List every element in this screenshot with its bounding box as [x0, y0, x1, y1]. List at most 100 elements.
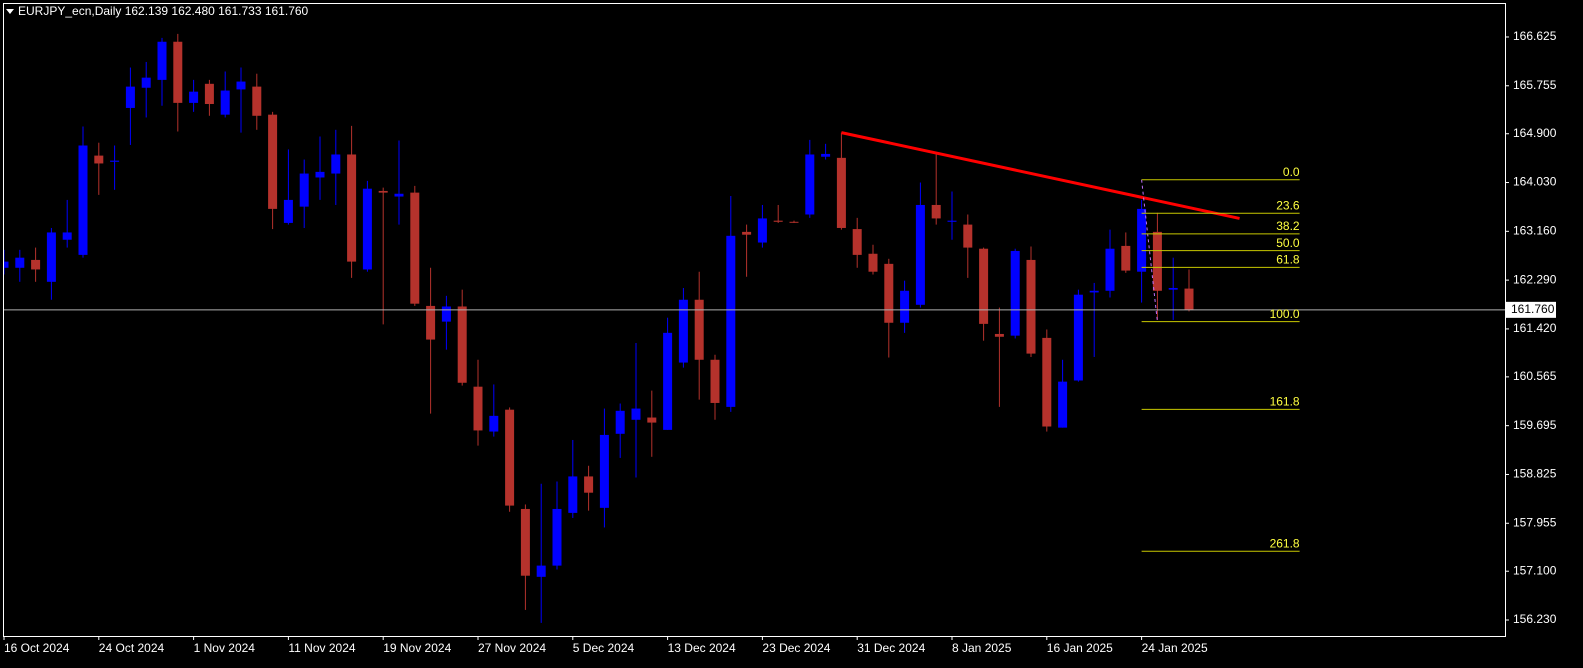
candle-body	[204, 83, 214, 105]
candle-body	[31, 259, 41, 270]
candle-body	[1105, 248, 1115, 291]
candle-body	[536, 565, 546, 577]
candle-body	[141, 77, 151, 88]
candle-body	[821, 153, 831, 157]
candle-body	[852, 229, 862, 255]
candle-body	[963, 224, 973, 248]
candle-body	[189, 91, 199, 103]
candle-body	[979, 248, 989, 324]
candle-body	[1168, 287, 1178, 290]
x-tick-label: 27 Nov 2024	[478, 641, 546, 655]
candle-body	[236, 81, 246, 90]
fib-label: 161.8	[1270, 394, 1300, 408]
candle-body	[1042, 337, 1052, 427]
fib-label: 23.6	[1276, 198, 1300, 212]
candle-body	[1026, 259, 1036, 354]
candle-body	[347, 154, 357, 262]
candle-body	[362, 188, 372, 270]
header-arrow[interactable]	[6, 9, 14, 14]
candle-body	[694, 299, 704, 360]
y-tick-label: 157.955	[1513, 515, 1557, 529]
candle-body	[315, 171, 325, 178]
candle-body	[631, 408, 641, 420]
x-tick-label: 16 Jan 2025	[1047, 641, 1113, 655]
candle-body	[836, 157, 846, 228]
fib-label: 0.0	[1283, 165, 1300, 179]
y-tick-label: 164.900	[1513, 126, 1557, 140]
candle-body	[568, 476, 578, 513]
y-tick-label: 157.100	[1513, 563, 1557, 577]
candle-body	[805, 154, 815, 215]
candle-body	[1184, 288, 1194, 310]
y-tick-label: 165.755	[1513, 78, 1557, 92]
y-tick-label: 160.565	[1513, 369, 1557, 383]
y-tick-label: 166.625	[1513, 29, 1557, 43]
plot-area: 0.0 23.6 38.2 50.0 61.8 100.0 161.8 261.8	[4, 33, 1505, 623]
candle-body	[489, 415, 499, 432]
candle-body	[1121, 245, 1131, 271]
candle-body	[994, 333, 1004, 337]
candle-body	[915, 204, 925, 305]
fib-label: 100.0	[1270, 307, 1300, 321]
candle-body	[283, 199, 293, 223]
candle-body	[473, 386, 483, 431]
candle-body	[1152, 231, 1162, 291]
candle-body	[173, 41, 183, 103]
fib-label: 61.8	[1276, 253, 1300, 267]
y-tick-label: 163.160	[1513, 223, 1557, 237]
candle-body	[220, 90, 230, 115]
candle-body	[726, 235, 736, 407]
x-tick-label: 5 Dec 2024	[573, 641, 635, 655]
candle-body	[1089, 290, 1099, 293]
candle-body	[900, 290, 910, 323]
candle-body	[268, 114, 278, 209]
x-tick-label: 19 Nov 2024	[383, 641, 451, 655]
candle-body	[62, 232, 72, 240]
candle-body	[78, 145, 88, 255]
candle-body	[1137, 208, 1147, 272]
candle-body	[678, 299, 688, 363]
y-tick-label: 159.695	[1513, 418, 1557, 432]
candle-body	[947, 220, 957, 222]
x-tick-label: 24 Jan 2025	[1142, 641, 1208, 655]
candle-body	[15, 257, 25, 268]
candle-body	[742, 231, 752, 235]
x-tick-label: 16 Oct 2024	[4, 641, 70, 655]
candle-body	[520, 508, 530, 576]
x-tick-label: 31 Dec 2024	[857, 641, 925, 655]
fib-label: 261.8	[1270, 536, 1300, 550]
candle-body	[931, 204, 941, 219]
candle-body	[252, 86, 262, 116]
candle-body	[331, 154, 341, 174]
candle-body	[426, 305, 436, 340]
candle-body	[773, 220, 783, 222]
candle-body	[584, 476, 594, 493]
y-tick-label: 161.420	[1513, 321, 1557, 335]
candle-body	[615, 410, 625, 434]
candle-body	[1058, 381, 1068, 428]
candle-body	[789, 221, 799, 223]
candle-body	[757, 218, 767, 243]
candle-body	[299, 173, 309, 207]
candle-body	[4, 261, 9, 268]
x-tick-label: 8 Jan 2025	[952, 641, 1012, 655]
candle-body	[110, 160, 120, 162]
fib-label: 38.2	[1276, 219, 1300, 233]
candle-body	[94, 155, 104, 164]
x-tick-label: 11 Nov 2024	[288, 641, 355, 655]
candle-body	[394, 193, 404, 197]
candle-body	[157, 41, 167, 80]
y-tick-label: 156.230	[1513, 612, 1557, 626]
y-tick-label: 162.290	[1513, 272, 1557, 286]
candle-body	[884, 263, 894, 323]
x-tick-label: 13 Dec 2024	[668, 641, 736, 655]
candle-body	[1073, 294, 1083, 381]
last-price-label: 161.760	[1511, 302, 1555, 316]
candle-body	[599, 434, 609, 508]
x-tick-label: 1 Nov 2024	[194, 641, 256, 655]
fib-label: 50.0	[1276, 236, 1300, 250]
candle-body	[46, 232, 56, 282]
candle-body	[663, 332, 673, 430]
